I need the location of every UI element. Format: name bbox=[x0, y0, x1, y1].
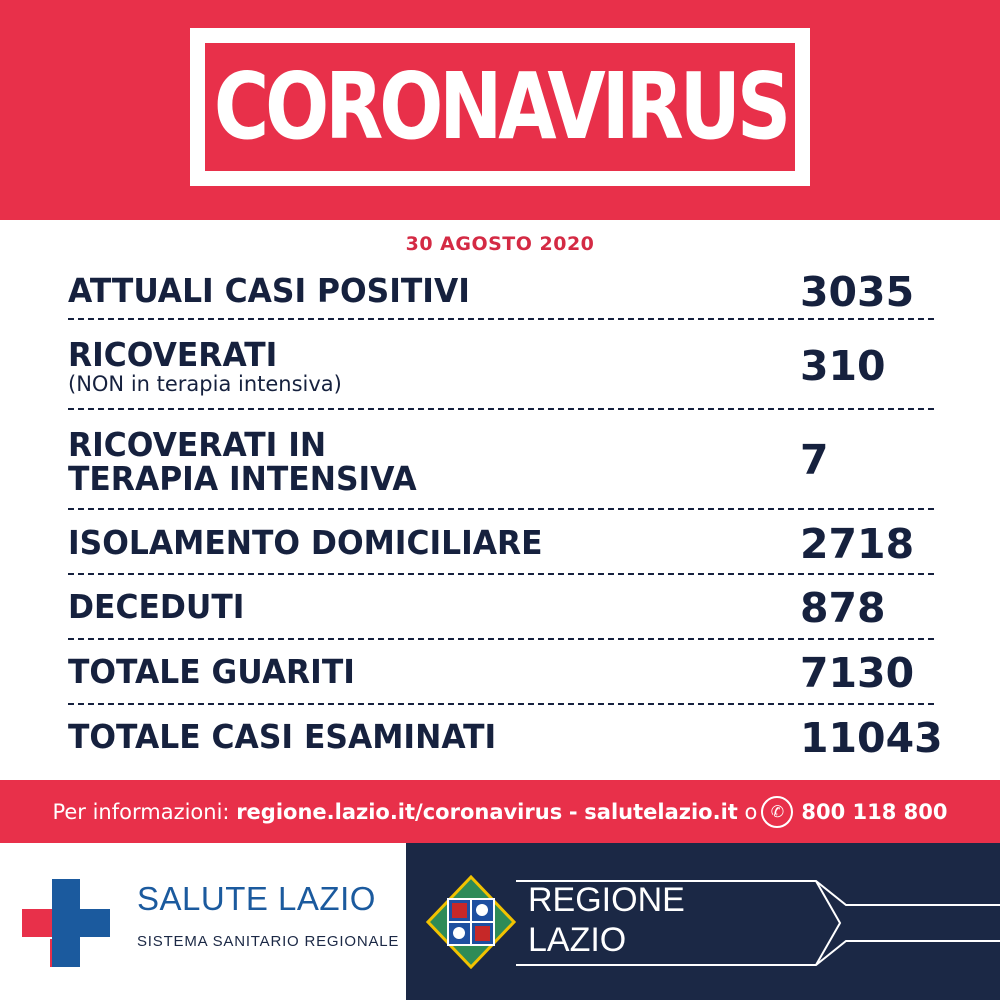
phone-icon: ✆ bbox=[761, 795, 794, 828]
page-title: CORONAVIRUS bbox=[213, 53, 790, 160]
stat-row-isolamento-domiciliare: ISOLAMENTO DOMICILIARE 2718 bbox=[68, 522, 933, 566]
cross-icon bbox=[22, 879, 110, 967]
stat-value: 11043 bbox=[800, 714, 943, 762]
stat-value: 3035 bbox=[800, 268, 915, 316]
stat-row-terapia-intensiva: RICOVERATI IN TERAPIA INTENSIVA 7 bbox=[68, 428, 933, 496]
salute-lazio-title: SALUTE LAZIO bbox=[137, 880, 376, 917]
divider bbox=[68, 508, 934, 510]
stat-row-totale-casi-esaminati: TOTALE CASI ESAMINATI 11043 bbox=[68, 716, 943, 760]
info-phone[interactable]: 800 118 800 bbox=[801, 799, 948, 824]
report-date: 30 AGOSTO 2020 bbox=[405, 233, 595, 255]
stat-label-line2: TERAPIA INTENSIVA bbox=[68, 459, 417, 498]
title-frame: CORONAVIRUS bbox=[190, 28, 810, 186]
stat-label: DECEDUTI bbox=[68, 587, 245, 626]
stat-row-totale-guariti: TOTALE GUARITI 7130 bbox=[68, 651, 933, 695]
info-prefix: Per informazioni: bbox=[52, 799, 230, 824]
info-conj: o bbox=[744, 799, 758, 824]
stat-value: 2718 bbox=[800, 520, 915, 568]
stat-label-line1: RICOVERATI IN bbox=[68, 425, 327, 464]
stat-label: ISOLAMENTO DOMICILIARE bbox=[68, 523, 543, 562]
stat-row-deceduti: DECEDUTI 878 bbox=[68, 586, 933, 630]
salute-lazio-logo: SALUTE LAZIO SISTEMA SANITARIO REGIONALE bbox=[0, 843, 406, 1000]
info-separator: - bbox=[568, 799, 578, 824]
stat-value: 878 bbox=[800, 584, 886, 632]
header-banner: CORONAVIRUS bbox=[0, 0, 1000, 220]
regione-lazio-logo: REGIONE LAZIO bbox=[406, 843, 1000, 1000]
regione-line1: REGIONE bbox=[528, 881, 685, 919]
stat-value: 7130 bbox=[800, 649, 915, 697]
salute-lazio-subtitle: SISTEMA SANITARIO REGIONALE bbox=[137, 933, 400, 950]
stat-sublabel: (NON in terapia intensiva) bbox=[68, 372, 342, 396]
decorative-lines bbox=[516, 880, 1000, 966]
divider bbox=[68, 408, 934, 410]
stat-label: RICOVERATI bbox=[68, 335, 278, 374]
regione-line2: LAZIO bbox=[528, 921, 627, 959]
divider bbox=[68, 638, 934, 640]
divider bbox=[68, 318, 934, 320]
stat-row-ricoverati: RICOVERATI (NON in terapia intensiva) 31… bbox=[68, 338, 933, 398]
divider bbox=[68, 703, 934, 705]
stat-row-attuali-casi-positivi: ATTUALI CASI POSITIVI 3035 bbox=[68, 270, 933, 314]
stat-value: 7 bbox=[800, 436, 829, 484]
info-link-salutelazio[interactable]: salutelazio.it bbox=[584, 799, 738, 824]
info-link-regione[interactable]: regione.lazio.it/coronavirus bbox=[236, 799, 563, 824]
stat-label: TOTALE GUARITI bbox=[68, 652, 355, 691]
regione-emblem-icon bbox=[426, 875, 516, 969]
divider bbox=[68, 573, 934, 575]
stat-value: 310 bbox=[800, 342, 886, 390]
stat-label: TOTALE CASI ESAMINATI bbox=[68, 717, 497, 756]
stat-label: ATTUALI CASI POSITIVI bbox=[68, 271, 470, 310]
info-bar: Per informazioni: regione.lazio.it/coron… bbox=[0, 780, 1000, 843]
